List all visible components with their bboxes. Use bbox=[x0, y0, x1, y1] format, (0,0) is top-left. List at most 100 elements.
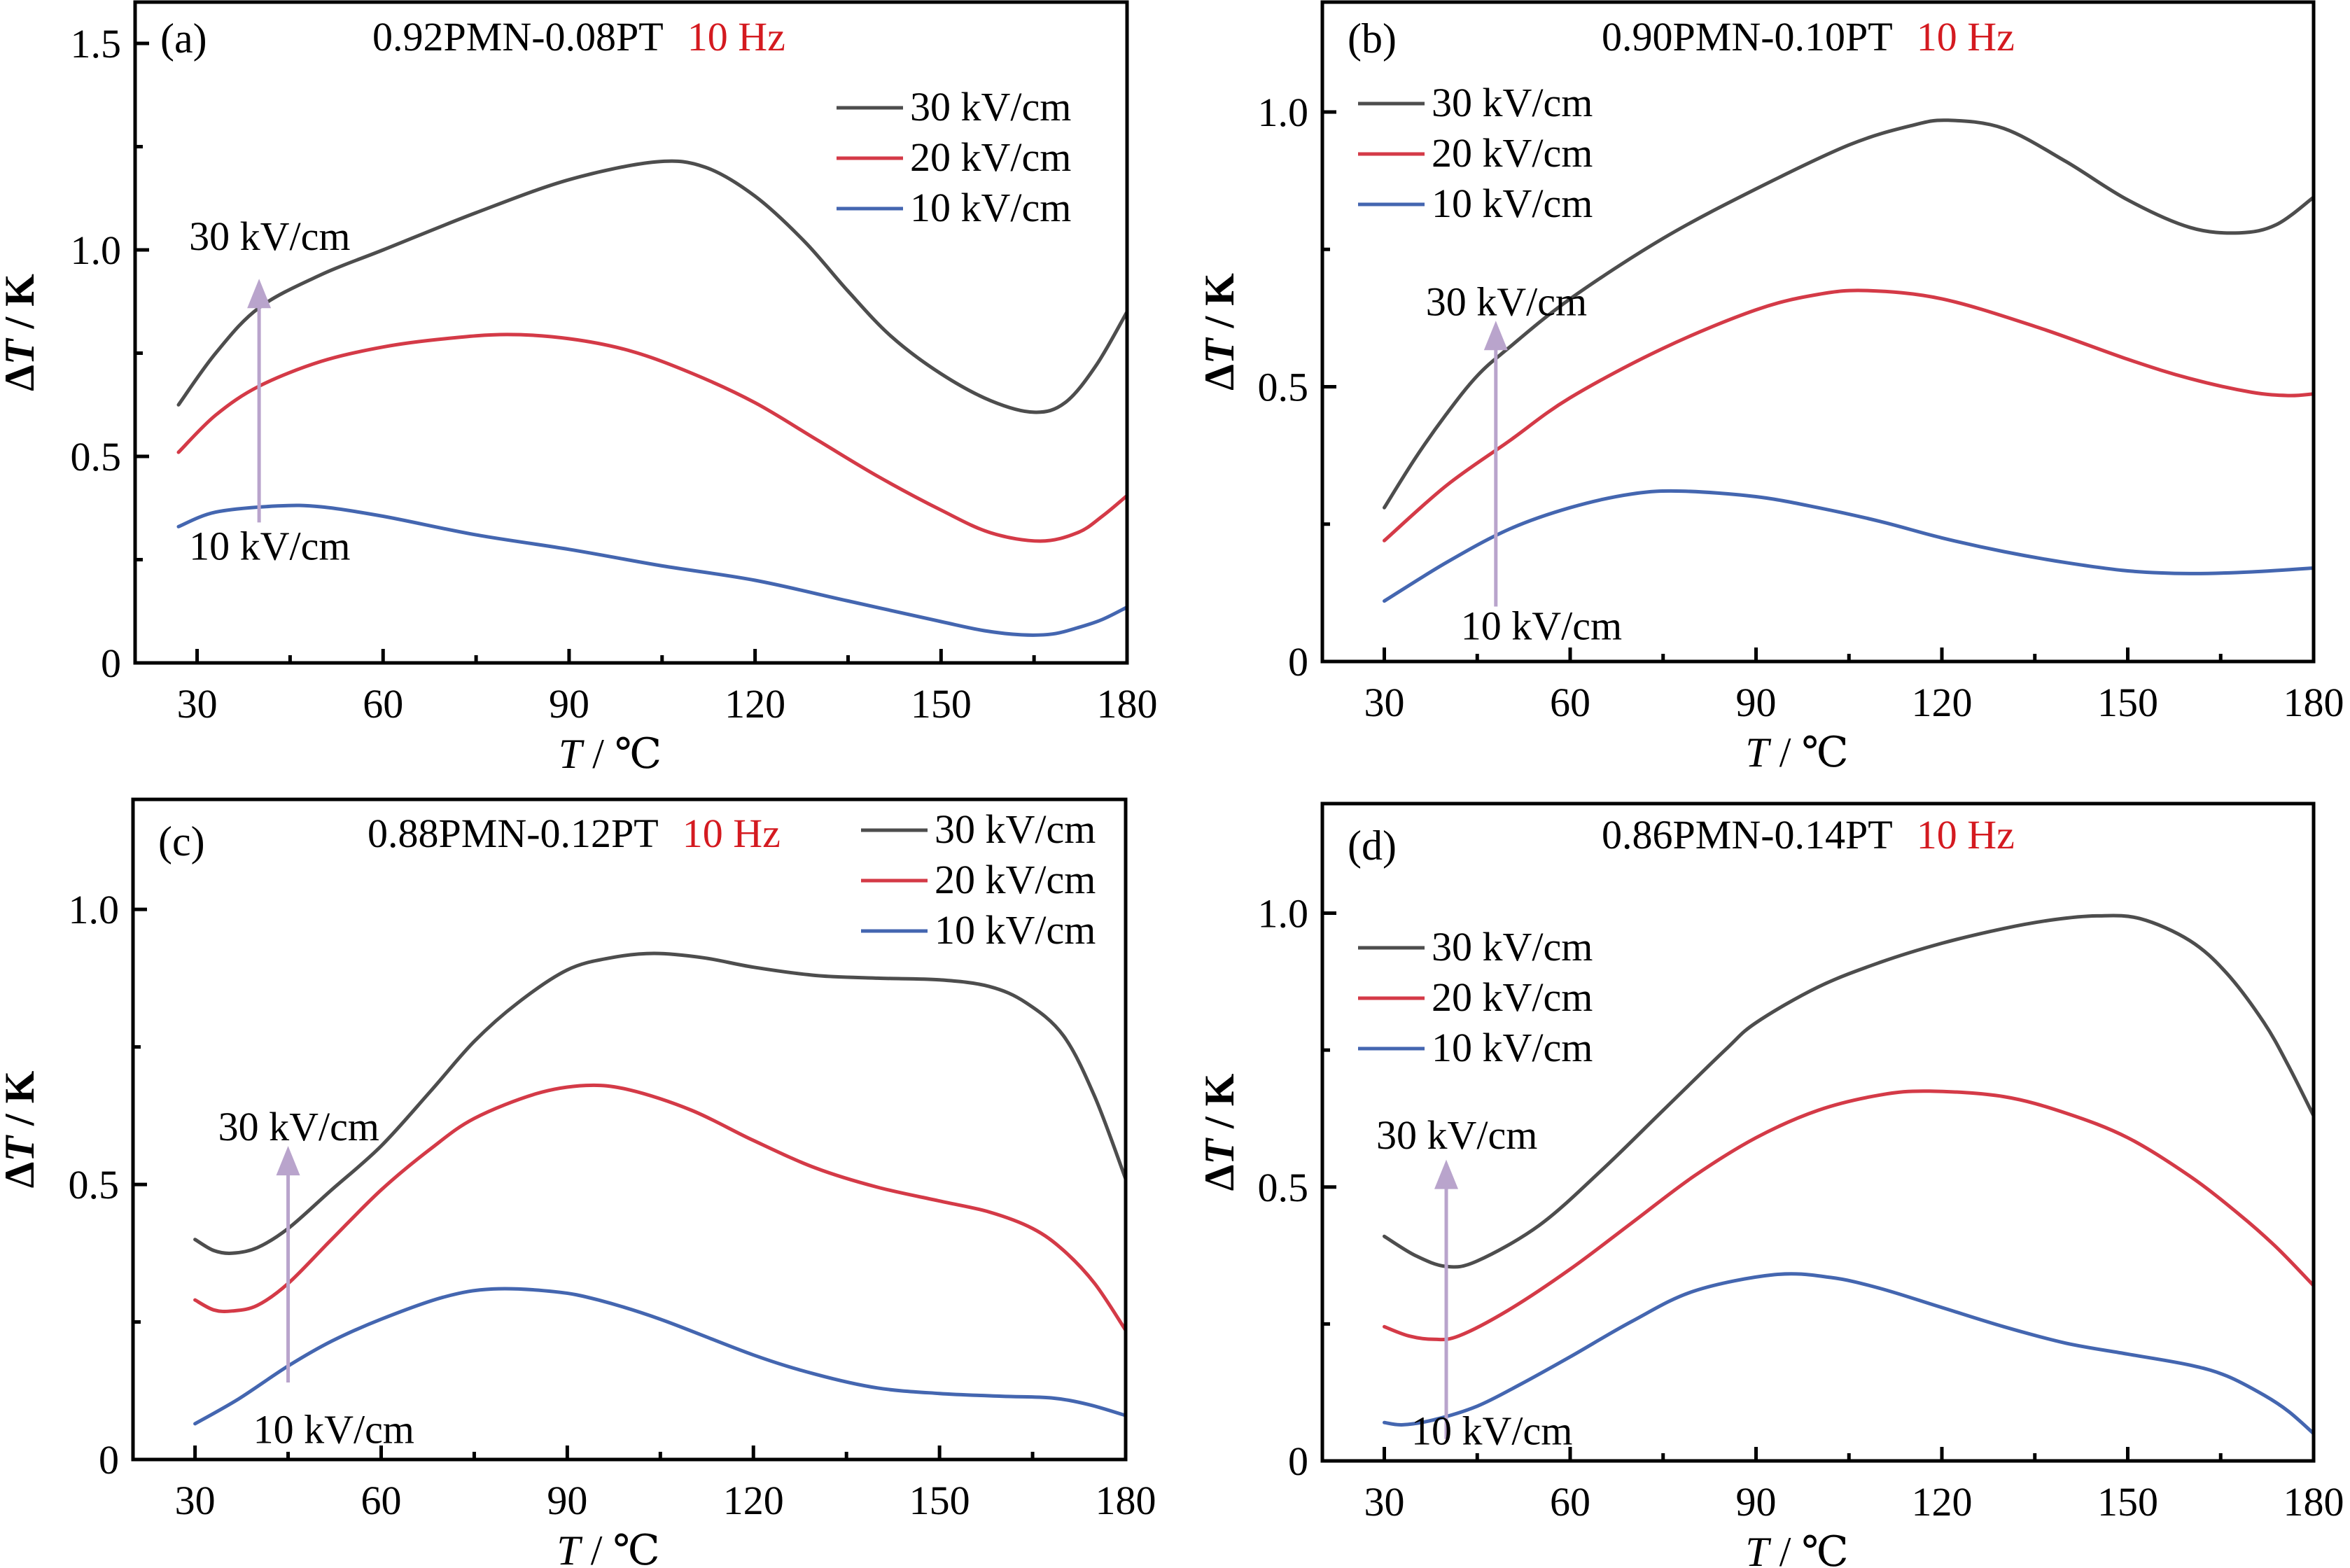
series-line-10-kv-cm bbox=[1383, 489, 2314, 603]
field-increase-arrow bbox=[247, 279, 272, 523]
y-tick-label: 1.0 bbox=[69, 887, 120, 932]
y-axis-label-prefix: Δ bbox=[0, 365, 43, 391]
legend-entry-label: 20 kV/cm bbox=[1432, 130, 1593, 176]
y-axis-label-symbol: T bbox=[1196, 1138, 1243, 1165]
arrow-top-label: 30 kV/cm bbox=[1426, 279, 1587, 324]
series-line-10-kv-cm bbox=[176, 503, 1127, 637]
x-axis-label-symbol: T bbox=[1745, 729, 1771, 776]
x-axis-label: T / ℃ bbox=[1745, 1529, 1848, 1568]
y-axis-label-symbol: T bbox=[1196, 337, 1243, 364]
legend-entry-label: 10 kV/cm bbox=[1432, 1025, 1593, 1070]
x-tick-label: 120 bbox=[725, 681, 785, 727]
y-axis-label-unit: / K bbox=[1196, 273, 1243, 339]
x-tick-label: 90 bbox=[547, 1478, 587, 1523]
composition-label: 0.88PMN-0.12PT bbox=[368, 811, 659, 856]
x-tick-label: 30 bbox=[175, 1478, 216, 1523]
field-increase-arrow bbox=[1434, 1159, 1458, 1439]
panel-label: (d) bbox=[1348, 822, 1397, 869]
y-tick-label: 0.5 bbox=[1258, 365, 1309, 410]
panel-label: (a) bbox=[160, 15, 207, 62]
x-axis-label: T / ℃ bbox=[557, 1527, 659, 1568]
panel-title: 0.92PMN-0.08PT 10 Hz bbox=[372, 14, 785, 59]
x-axis-label-unit: / ℃ bbox=[582, 731, 662, 777]
frequency-label: 10 Hz bbox=[1917, 14, 2015, 59]
x-tick-label: 120 bbox=[723, 1478, 784, 1523]
x-axis-label-unit: / ℃ bbox=[580, 1527, 660, 1568]
series-line-30-kv-cm bbox=[1383, 913, 2314, 1269]
legend: 30 kV/cm 20 kV/cm 10 kV/cm bbox=[1358, 80, 1593, 226]
legend-entry-label: 30 kV/cm bbox=[1432, 924, 1593, 969]
x-axis-label-unit: / ℃ bbox=[1769, 729, 1849, 776]
y-tick-label: 0.5 bbox=[69, 1162, 120, 1208]
composition-label: 0.86PMN-0.14PT bbox=[1602, 812, 1893, 858]
y-tick-label: 0.5 bbox=[1258, 1165, 1309, 1210]
y-tick-label: 1.0 bbox=[1258, 90, 1309, 135]
x-tick-label: 180 bbox=[1097, 681, 1158, 727]
plot-frame bbox=[131, 797, 1128, 1462]
x-tick-label: 30 bbox=[1364, 680, 1405, 725]
frequency-label: 10 Hz bbox=[1917, 812, 2015, 858]
x-tick-label: 150 bbox=[909, 1478, 970, 1523]
y-tick-label: 1.5 bbox=[71, 21, 122, 66]
y-axis-label: ΔT / K bbox=[1196, 273, 1243, 391]
legend-entry-label: 10 kV/cm bbox=[1432, 181, 1593, 226]
series-line-30-kv-cm bbox=[1383, 118, 2314, 510]
series-group bbox=[1383, 913, 2314, 1436]
arrow-top-label: 30 kV/cm bbox=[189, 214, 350, 259]
composition-label: 0.92PMN-0.08PT bbox=[372, 14, 664, 59]
plot-frame bbox=[133, 0, 1129, 665]
x-tick-label: 150 bbox=[911, 681, 972, 727]
x-tick-label: 60 bbox=[1550, 680, 1590, 725]
x-axis-label-symbol: T bbox=[557, 1527, 582, 1568]
legend-entry-label: 30 kV/cm bbox=[1432, 80, 1593, 125]
y-axis-label: ΔT / K bbox=[0, 274, 43, 391]
y-tick-label: 0 bbox=[101, 640, 121, 686]
x-tick-label: 120 bbox=[1912, 680, 1973, 725]
y-axis-label-symbol: T bbox=[0, 1135, 43, 1162]
series-line-20-kv-cm bbox=[1383, 1089, 2314, 1342]
x-tick-label: 60 bbox=[1550, 1479, 1590, 1525]
y-axis-label-prefix: Δ bbox=[1196, 1165, 1243, 1191]
series-line-20-kv-cm bbox=[1383, 288, 2314, 542]
plot-frame bbox=[1320, 0, 2316, 664]
legend-entry-label: 20 kV/cm bbox=[910, 134, 1071, 180]
y-axis-label-prefix: Δ bbox=[0, 1162, 43, 1189]
frequency-label: 10 Hz bbox=[687, 14, 785, 59]
series-group bbox=[1383, 118, 2314, 603]
series-group bbox=[193, 951, 1126, 1426]
series-group bbox=[176, 159, 1127, 637]
y-axis-label-unit: / K bbox=[1196, 1073, 1243, 1139]
x-tick-label: 120 bbox=[1912, 1479, 1973, 1525]
panel-title: 0.86PMN-0.14PT 10 Hz bbox=[1602, 812, 2015, 858]
arrow-bottom-label: 10 kV/cm bbox=[1411, 1408, 1572, 1454]
x-axis-label: T / ℃ bbox=[1745, 729, 1848, 776]
x-axis-label-unit: / ℃ bbox=[1769, 1529, 1849, 1568]
x-tick-label: 180 bbox=[1096, 1478, 1156, 1523]
legend: 30 kV/cm 20 kV/cm 10 kV/cm bbox=[1358, 924, 1593, 1070]
x-tick-label: 30 bbox=[1364, 1479, 1405, 1525]
panel-label: (b) bbox=[1348, 15, 1397, 62]
series-line-30-kv-cm bbox=[193, 951, 1126, 1255]
series-line-10-kv-cm bbox=[1383, 1272, 2314, 1436]
arrow-up-icon bbox=[1483, 321, 1508, 351]
arrow-bottom-label: 10 kV/cm bbox=[1461, 603, 1622, 649]
legend-entry-label: 10 kV/cm bbox=[935, 907, 1096, 953]
arrow-up-icon bbox=[276, 1146, 300, 1176]
x-tick-label: 150 bbox=[2097, 680, 2158, 725]
plot-frame bbox=[1320, 802, 2316, 1463]
field-increase-arrow bbox=[276, 1146, 300, 1382]
y-tick-label: 0 bbox=[99, 1437, 119, 1483]
x-axis-label-symbol: T bbox=[559, 731, 585, 777]
y-tick-label: 1.0 bbox=[71, 227, 122, 273]
x-tick-label: 180 bbox=[2283, 1479, 2344, 1525]
legend-entry-label: 20 kV/cm bbox=[1432, 974, 1593, 1020]
legend-entry-label: 30 kV/cm bbox=[910, 84, 1071, 130]
y-axis-label-prefix: Δ bbox=[1196, 364, 1243, 391]
frequency-label: 10 Hz bbox=[683, 811, 781, 856]
